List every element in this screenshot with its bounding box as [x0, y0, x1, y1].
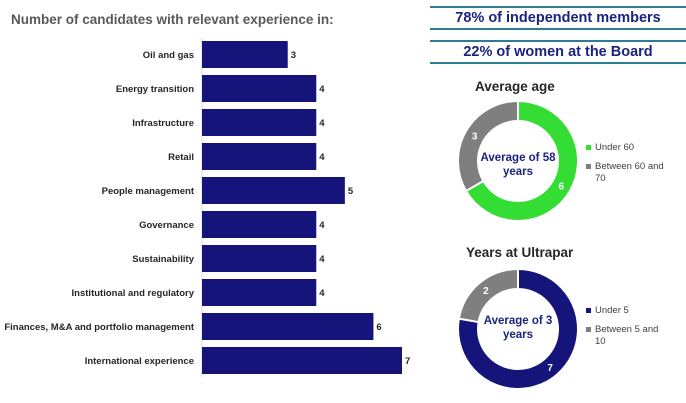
legend-label: Under 5	[595, 305, 629, 316]
slice-between-5-and-10	[457, 267, 519, 324]
legend-label: Under 60	[595, 142, 635, 153]
bar-value-label: 6	[376, 322, 381, 333]
bar-retail	[202, 143, 317, 170]
category-label: Infrastructure	[132, 118, 194, 129]
average-age-legend: Under 60 Between 60 and 70	[586, 142, 670, 192]
slice-between-60-and-70	[457, 99, 519, 193]
years-center-label: Average of 3 years	[483, 315, 553, 341]
category-label: People management	[102, 186, 195, 197]
category-label: Finances, M&A and portfolio management	[4, 322, 195, 333]
slice-under-60	[464, 99, 579, 222]
legend-marker	[586, 145, 591, 150]
bar-international-experience	[202, 347, 402, 374]
bar-value-label: 4	[319, 152, 325, 163]
bar-sustainability	[202, 245, 317, 272]
bar-people-management	[202, 177, 345, 204]
average-age-title: Average age	[475, 79, 555, 94]
category-label: Institutional and regulatory	[72, 288, 195, 299]
legend-marker	[586, 164, 591, 169]
bar-value-label: 3	[291, 50, 296, 61]
category-label: Governance	[139, 220, 194, 231]
bar-finances-m-a-and-portfolio-management	[202, 313, 374, 340]
bar-value-label: 4	[319, 84, 325, 95]
legend-item-under-5: Under 5	[586, 305, 670, 317]
bar-value-label: 4	[319, 288, 325, 299]
category-label: Energy transition	[116, 84, 194, 95]
bar-value-label: 7	[405, 356, 410, 367]
category-label: Oil and gas	[143, 50, 194, 61]
bar-infrastructure	[202, 109, 317, 136]
legend-item-between-5-and-10: Between 5 and 10	[586, 324, 670, 348]
bar-institutional-and-regulatory	[202, 279, 317, 306]
legend-marker	[586, 308, 591, 313]
bar-value-label: 4	[319, 220, 325, 231]
legend-label: Between 5 and 10	[595, 324, 659, 347]
bar-chart-title: Number of candidates with relevant exper…	[11, 12, 334, 27]
category-label: International experience	[85, 356, 194, 367]
bar-value-label: 4	[319, 254, 325, 265]
bar-chart: Oil and gas 3 Energy transition 4 Infrastruc…	[4, 38, 410, 377]
legend-label: Between 60 and 70	[595, 161, 664, 184]
bar-value-label: 4	[319, 118, 325, 129]
slice-value-label: 7	[547, 363, 553, 374]
legend-item-between-60-and-70: Between 60 and 70	[586, 161, 670, 185]
category-label: Sustainability	[132, 254, 194, 265]
average-age-donut: 63	[457, 99, 579, 222]
legend-item-under-60: Under 60	[586, 142, 670, 154]
slice-under-5	[457, 267, 579, 390]
independent-members-stat: 78% of independent members	[430, 6, 686, 30]
slice-value-label: 3	[472, 132, 478, 143]
women-board-stat: 22% of women at the Board	[430, 40, 686, 64]
slice-value-label: 6	[559, 182, 565, 193]
bar-value-label: 5	[348, 186, 354, 197]
years-legend: Under 5 Between 5 and 10	[586, 305, 670, 355]
average-age-center-label: Average of 58 years	[480, 152, 556, 178]
years-donut: 72	[457, 267, 579, 390]
bar-energy-transition	[202, 75, 317, 102]
slice-value-label: 2	[483, 286, 489, 297]
bar-governance	[202, 211, 317, 238]
years-title: Years at Ultrapar	[466, 245, 574, 260]
category-label: Retail	[168, 152, 194, 163]
bar-oil-and-gas	[202, 41, 288, 68]
legend-marker	[586, 327, 591, 332]
